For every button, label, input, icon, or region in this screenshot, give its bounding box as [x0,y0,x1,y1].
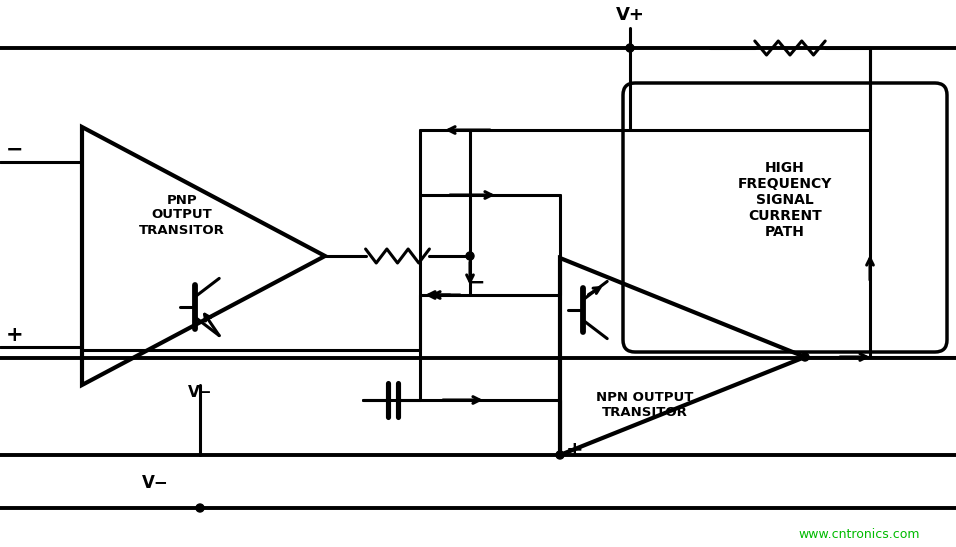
Text: NPN OUTPUT
TRANSITOR: NPN OUTPUT TRANSITOR [597,391,694,419]
Text: V−: V− [187,385,212,400]
Text: −: − [7,140,24,160]
Text: +: + [566,440,584,460]
Text: PNP
OUTPUT
TRANSITOR: PNP OUTPUT TRANSITOR [139,194,225,236]
Text: +: + [6,325,24,345]
Circle shape [801,353,809,361]
Text: V−: V− [141,474,168,492]
Circle shape [556,451,564,459]
Circle shape [196,504,204,512]
Text: www.cntronics.com: www.cntronics.com [798,528,920,542]
Circle shape [466,252,474,260]
Text: V+: V+ [616,6,644,24]
Text: HIGH
FREQUENCY
SIGNAL
CURRENT
PATH: HIGH FREQUENCY SIGNAL CURRENT PATH [738,161,832,240]
Text: −: − [468,273,486,293]
Circle shape [626,44,634,52]
